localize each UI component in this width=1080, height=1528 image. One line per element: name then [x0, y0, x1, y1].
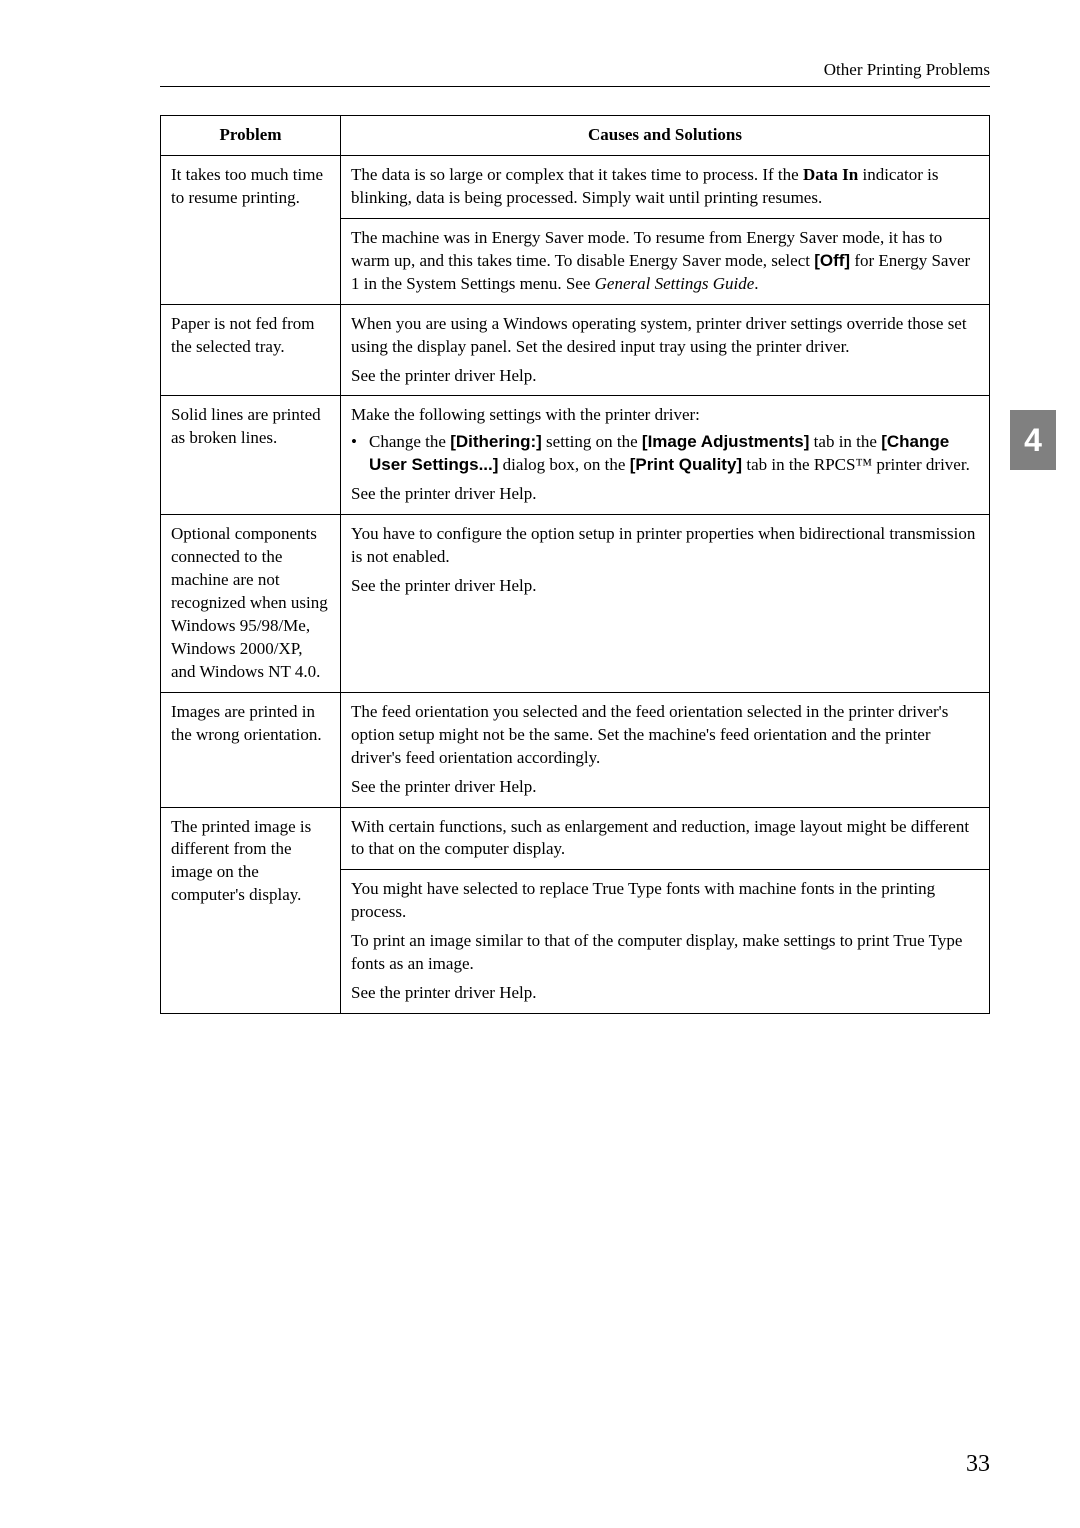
text: setting on the [542, 432, 642, 451]
text: tab in the RPCS™ printer driver. [742, 455, 970, 474]
text: tab in the [809, 432, 881, 451]
cell-problem: Images are printed in the wrong orientat… [161, 692, 341, 807]
text: You have to configure the option setup i… [351, 523, 979, 569]
cell-problem: It takes too much time to resume printin… [161, 155, 341, 304]
table-row: Solid lines are printed as broken lines.… [161, 396, 990, 515]
page-number: 33 [966, 1451, 990, 1478]
text: See the printer driver Help. [351, 483, 979, 506]
bullet-item: • Change the [Dithering:] setting on the… [351, 431, 979, 477]
text: Make the following settings with the pri… [351, 404, 979, 427]
problems-table: Problem Causes and Solutions It takes to… [160, 115, 990, 1014]
text: The data is so large or complex that it … [351, 165, 803, 184]
cell-problem: Paper is not fed from the selected tray. [161, 304, 341, 396]
text: Change the [369, 432, 450, 451]
running-head: Other Printing Problems [160, 60, 990, 87]
text-sans-bold: [Off] [814, 251, 850, 270]
cell-causes: Make the following settings with the pri… [341, 396, 990, 515]
text: You might have selected to replace True … [351, 878, 979, 924]
cell-causes: The machine was in Energy Saver mode. To… [341, 218, 990, 304]
text: See the printer driver Help. [351, 365, 979, 388]
text-sans-bold: [Print Quality] [630, 455, 742, 474]
table-row: Optional components connected to the mac… [161, 515, 990, 693]
text: See the printer driver Help. [351, 575, 979, 598]
cell-causes: With certain functions, such as enlargem… [341, 807, 990, 870]
col-header-problem: Problem [161, 116, 341, 156]
cell-causes: You might have selected to replace True … [341, 870, 990, 1014]
table-row: It takes too much time to resume printin… [161, 155, 990, 218]
bullet-dot: • [351, 431, 369, 454]
cell-causes: You have to configure the option setup i… [341, 515, 990, 693]
cell-problem: The printed image is different from the … [161, 807, 341, 1014]
text: dialog box, on the [498, 455, 629, 474]
text: To print an image similar to that of the… [351, 930, 979, 976]
text-sans-bold: [Image Adjustments] [642, 432, 810, 451]
text-italic: General Settings Guide [595, 274, 755, 293]
text: See the printer driver Help. [351, 982, 979, 1005]
col-header-causes: Causes and Solutions [341, 116, 990, 156]
text: . [754, 274, 758, 293]
cell-problem: Optional components connected to the mac… [161, 515, 341, 693]
cell-problem: Solid lines are printed as broken lines. [161, 396, 341, 515]
text-bold: Data In [803, 165, 858, 184]
table-row: Paper is not fed from the selected tray.… [161, 304, 990, 396]
table-row: The printed image is different from the … [161, 807, 990, 870]
text: See the printer driver Help. [351, 776, 979, 799]
text: The feed orientation you selected and th… [351, 701, 979, 770]
cell-causes: When you are using a Windows operating s… [341, 304, 990, 396]
cell-causes: The feed orientation you selected and th… [341, 692, 990, 807]
text-sans-bold: [Dithering:] [450, 432, 542, 451]
section-tab: 4 [1010, 410, 1056, 470]
text: When you are using a Windows operating s… [351, 313, 979, 359]
cell-causes: The data is so large or complex that it … [341, 155, 990, 218]
table-row: Images are printed in the wrong orientat… [161, 692, 990, 807]
bullet-text: Change the [Dithering:] setting on the [… [369, 431, 979, 477]
